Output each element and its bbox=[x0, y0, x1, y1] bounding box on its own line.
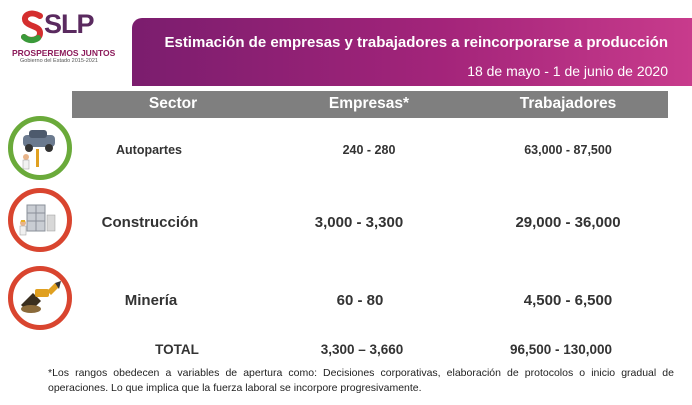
total-empresas: 3,300 – 3,660 bbox=[320, 342, 404, 357]
trabajadores-construccion: 29,000 - 36,000 bbox=[515, 214, 621, 231]
logo: SLP PROSPEREMOS JUNTOS Gobierno del Esta… bbox=[0, 0, 140, 80]
title-banner: Estimación de empresas y trabajadores a … bbox=[132, 18, 692, 86]
slp-logo-icon bbox=[21, 10, 44, 44]
sector-mineria: Minería bbox=[124, 292, 178, 309]
header-sector: Sector bbox=[148, 95, 198, 112]
empresas-autopartes: 240 - 280 bbox=[342, 143, 396, 157]
trabajadores-mineria: 4,500 - 6,500 bbox=[523, 292, 613, 309]
page-title: Estimación de empresas y trabajadores a … bbox=[164, 34, 668, 51]
header-empresas: Empresas* bbox=[328, 95, 410, 112]
sector-autopartes: Autopartes bbox=[116, 143, 182, 157]
mineria-icon-circle bbox=[8, 266, 72, 330]
logo-tagline: PROSPEREMOS JUNTOS bbox=[12, 48, 116, 58]
trabajadores-autopartes: 63,000 - 87,500 bbox=[524, 143, 612, 157]
mining-excavator-icon bbox=[21, 281, 61, 313]
total-label: TOTAL bbox=[155, 342, 199, 357]
header-trabajadores: Trabajadores bbox=[519, 95, 617, 112]
empresas-mineria: 60 - 80 bbox=[336, 292, 384, 309]
date-range: 18 de mayo - 1 de junio de 2020 bbox=[467, 63, 668, 79]
empresas-construccion: 3,000 - 3,300 bbox=[314, 214, 404, 231]
car-repair-icon bbox=[22, 130, 55, 170]
logo-text: SLP bbox=[44, 9, 95, 39]
sector-construccion: Construcción bbox=[101, 214, 199, 231]
construccion-icon-circle bbox=[8, 188, 72, 252]
autopartes-icon-circle bbox=[8, 116, 72, 180]
footnote: *Los rangos obedecen a variables de aper… bbox=[48, 367, 674, 394]
table-header: Sector Empresas* Trabajadores bbox=[72, 91, 668, 118]
total-trabajadores: 96,500 - 130,000 bbox=[509, 342, 613, 357]
construction-icon bbox=[19, 204, 56, 236]
logo-subtitle: Gobierno del Estado 2015-2021 bbox=[20, 58, 98, 64]
